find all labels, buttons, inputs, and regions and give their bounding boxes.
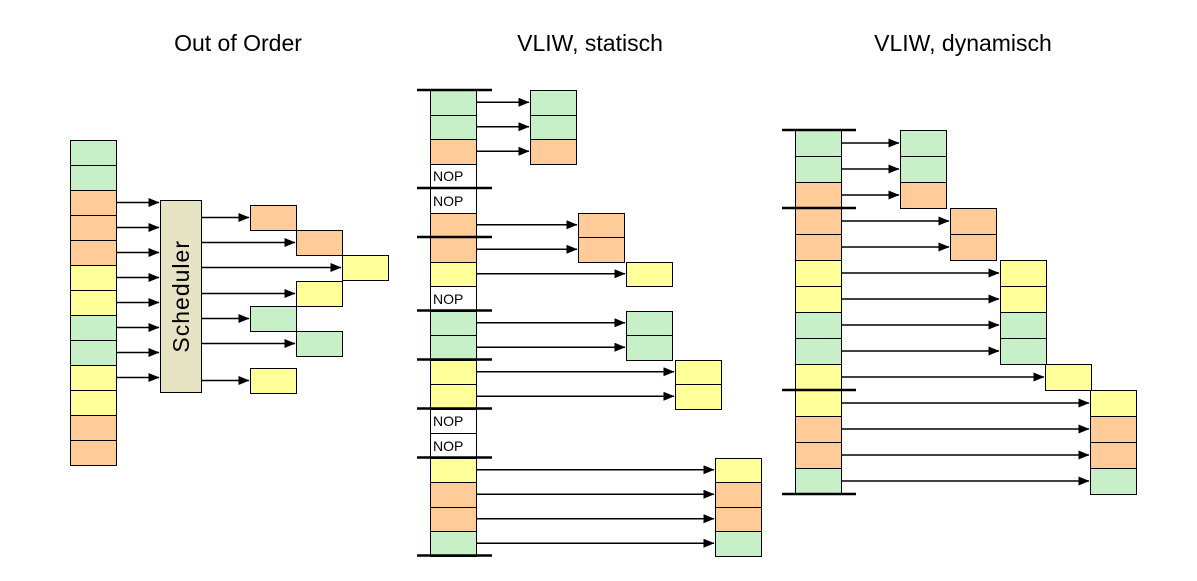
nop-cell: NOP [430, 163, 477, 189]
exec-cell [1090, 390, 1137, 417]
instruction-cell [70, 290, 117, 316]
panel-title-out-of-order: Out of Order [174, 30, 302, 56]
exec-cell [950, 234, 997, 261]
scheduler-box: Scheduler [160, 200, 202, 393]
instruction-cell [795, 338, 842, 365]
exec-cell [250, 368, 297, 394]
instruction-cell [430, 310, 477, 336]
instruction-cell [430, 384, 477, 410]
exec-cell [626, 310, 673, 336]
instruction-cell [70, 140, 117, 166]
exec-cell [626, 261, 673, 287]
instruction-cell [795, 130, 842, 157]
exec-cell [715, 506, 762, 532]
instruction-cell [70, 240, 117, 266]
panel-title-vliw-dynamic: VLIW, dynamisch [874, 30, 1052, 56]
instruction-cell [430, 261, 477, 287]
exec-cell [250, 205, 297, 231]
instruction-cell [795, 364, 842, 391]
exec-cell [296, 281, 343, 307]
exec-cell [578, 212, 625, 238]
instruction-cell [795, 416, 842, 443]
exec-cell [530, 114, 577, 140]
instruction-cell [430, 506, 477, 532]
instruction-cell [430, 237, 477, 263]
instruction-cell [430, 359, 477, 385]
instruction-cell [430, 212, 477, 238]
instruction-cell [70, 215, 117, 241]
instruction-cell [70, 165, 117, 191]
instruction-cell [430, 139, 477, 165]
instruction-cell [70, 265, 117, 291]
instruction-cell [70, 190, 117, 216]
exec-cell [715, 457, 762, 483]
instruction-cell [795, 156, 842, 183]
panel-title-vliw-static: VLIW, statisch [517, 30, 663, 56]
instruction-cell [795, 208, 842, 235]
exec-cell [715, 531, 762, 557]
exec-cell [530, 139, 577, 165]
instruction-cell [70, 340, 117, 366]
exec-cell [1000, 286, 1047, 313]
exec-cell [900, 156, 947, 183]
instruction-cell [430, 114, 477, 140]
exec-cell [296, 230, 343, 256]
exec-cell [296, 331, 343, 357]
exec-cell [626, 335, 673, 361]
exec-cell [675, 384, 722, 410]
exec-cell [1090, 468, 1137, 495]
instruction-cell [795, 468, 842, 495]
instruction-cell [70, 415, 117, 441]
exec-cell [1000, 312, 1047, 339]
exec-cell [250, 306, 297, 332]
instruction-cell [795, 234, 842, 261]
instruction-cell [795, 312, 842, 339]
instruction-cell [70, 390, 117, 416]
instruction-cell [430, 531, 477, 557]
scheduler-label: Scheduler [167, 240, 194, 353]
exec-cell [950, 208, 997, 235]
exec-cell [1000, 338, 1047, 365]
nop-cell: NOP [430, 433, 477, 459]
exec-cell [1045, 364, 1092, 391]
nop-cell: NOP [430, 408, 477, 434]
exec-cell [1090, 442, 1137, 469]
instruction-cell [430, 457, 477, 483]
instruction-cell [70, 315, 117, 341]
instruction-cell [795, 182, 842, 209]
instruction-cell [430, 90, 477, 116]
instruction-cell [795, 286, 842, 313]
exec-cell [1090, 416, 1137, 443]
exec-cell [900, 130, 947, 157]
instruction-cell [70, 365, 117, 391]
instruction-cell [795, 390, 842, 417]
instruction-cell [70, 440, 117, 466]
exec-cell [1000, 260, 1047, 287]
instruction-cell [430, 335, 477, 361]
instruction-cell [795, 260, 842, 287]
exec-cell [900, 182, 947, 209]
exec-cell [530, 90, 577, 116]
nop-cell: NOP [430, 188, 477, 214]
exec-cell [578, 237, 625, 263]
exec-cell [342, 255, 389, 281]
exec-cell [715, 482, 762, 508]
nop-cell: NOP [430, 286, 477, 312]
exec-cell [675, 359, 722, 385]
instruction-cell [430, 482, 477, 508]
instruction-cell [795, 442, 842, 469]
